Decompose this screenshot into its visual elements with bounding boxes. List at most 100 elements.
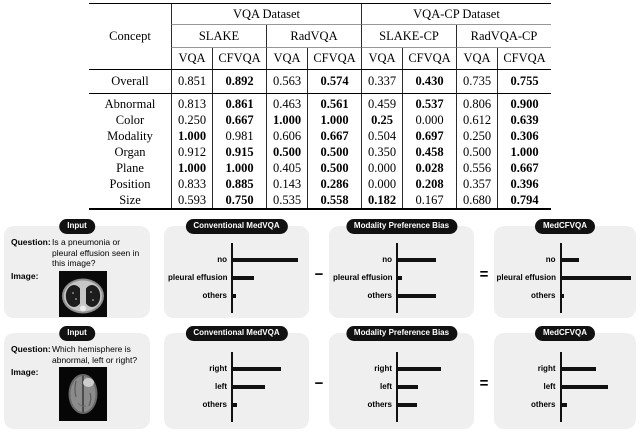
- bar: [561, 384, 609, 390]
- bar: [233, 293, 236, 299]
- group-header-vqa-dataset: VQA Dataset: [171, 4, 361, 25]
- table-cell: 0.667: [212, 112, 266, 128]
- bar: [398, 257, 437, 263]
- image-label: Image:: [11, 367, 39, 378]
- row-label: Plane: [116, 160, 144, 175]
- table-cell: 0.813: [171, 94, 212, 112]
- bar-label: others: [531, 400, 556, 409]
- table-cell: 0.337: [361, 70, 402, 94]
- table-cell: 0.667: [497, 160, 551, 176]
- question-label: Question:: [11, 237, 51, 247]
- bar-chart: no pleural effusion others: [494, 226, 636, 324]
- conventional-medvqa-badge: Conventional MedVQA: [185, 219, 288, 234]
- bar-chart: right left others: [164, 333, 309, 435]
- row-label: Overall: [89, 70, 171, 94]
- chart-axis: [231, 243, 305, 313]
- table-cell: 0.885: [212, 176, 266, 192]
- bar-chart: right left others: [494, 333, 636, 435]
- table-group-header-row: Concept VQA Dataset VQA-CP Dataset: [89, 4, 551, 70]
- table-cell: 0.535: [266, 192, 307, 208]
- chart-axis: [231, 352, 305, 422]
- input-panel-2: Input Question: Which hemisphere is abno…: [4, 326, 150, 429]
- chart-panel-medcfvqa-2: MedCFVQA right left others: [494, 326, 636, 429]
- table-cell: 0.000: [361, 176, 402, 192]
- method-header: CFVQA: [402, 48, 456, 70]
- example-row-2: Input Question: Which hemisphere is abno…: [4, 326, 636, 429]
- table-row-size: Size 0.593 0.750 0.535 0.558 0.182 0.167…: [89, 192, 551, 208]
- bar-chart: right left others: [329, 333, 474, 435]
- table-cell: 1.000: [497, 144, 551, 160]
- bar-chart: no pleural effusion others: [329, 226, 474, 324]
- method-header: CFVQA: [497, 48, 551, 70]
- table-cell: 0.350: [361, 144, 402, 160]
- bar-label: no: [217, 255, 227, 264]
- table-cell: 0.405: [266, 160, 307, 176]
- table-cell: 0.563: [266, 70, 307, 94]
- concept-column-header: Concept: [89, 4, 171, 70]
- table-row-plane: Plane 1.000 1.000 0.405 0.500 0.000 0.02…: [89, 160, 551, 176]
- minus-operator: −: [314, 265, 324, 283]
- bar: [398, 293, 437, 299]
- table-cell: 0.167: [402, 192, 456, 208]
- table-cell: 0.915: [212, 144, 266, 160]
- method-header: VQA: [266, 48, 307, 70]
- table-cell: 0.208: [402, 176, 456, 192]
- table-cell: 0.000: [402, 112, 456, 128]
- table-cell: 0.028: [402, 160, 456, 176]
- table-cell: 0.667: [307, 128, 361, 144]
- dataset-header-radvqa: RadVQA: [266, 25, 361, 48]
- table-cell: 0.500: [307, 144, 361, 160]
- bar: [233, 366, 281, 372]
- table-row-position: Position 0.833 0.885 0.143 0.286 0.000 0…: [89, 176, 551, 192]
- method-header: CFVQA: [212, 48, 266, 70]
- image-label: Image:: [11, 270, 39, 281]
- table-cell: 0.755: [497, 70, 551, 94]
- conventional-medvqa-badge: Conventional MedVQA: [185, 326, 288, 341]
- equals-operator: =: [479, 374, 489, 392]
- table-cell: 0.500: [266, 144, 307, 160]
- equals-operator: =: [479, 265, 489, 283]
- table-method-header-row: VQA CFVQA VQA CFVQA VQA CFVQA VQA CFVQA: [89, 48, 551, 70]
- table-cell: 1.000: [266, 112, 307, 128]
- table-cell: 0.639: [497, 112, 551, 128]
- table-row-overall: Overall 0.851 0.892 0.563 0.574 0.337 0.…: [89, 70, 551, 94]
- table-row-modality: Modality 1.000 0.981 0.606 0.667 0.504 0…: [89, 128, 551, 144]
- chart-axis: [396, 243, 470, 313]
- table-cell: 0.735: [456, 70, 497, 94]
- bar-label: others: [531, 291, 556, 300]
- bar: [398, 384, 419, 390]
- table-cell: 0.286: [307, 176, 361, 192]
- table-cell: 0.537: [402, 94, 456, 112]
- example-figure: Input Question: Is a pneumonia or pleura…: [0, 219, 640, 429]
- row-label: Position: [109, 176, 151, 191]
- table-cell: 0.606: [266, 128, 307, 144]
- bar-label: left: [215, 382, 227, 391]
- bar: [398, 366, 442, 372]
- bar: [233, 257, 298, 263]
- input-panel-1: Input Question: Is a pneumonia or pleura…: [4, 219, 150, 318]
- table-cell: 0.697: [402, 128, 456, 144]
- bar-label: left: [543, 382, 556, 391]
- paper-figure: Concept VQA Dataset VQA-CP Dataset SLAKE…: [0, 3, 640, 429]
- table-row-color: Color 0.250 0.667 1.000 1.000 0.25 0.000…: [89, 112, 551, 128]
- medcfvqa-badge: MedCFVQA: [535, 326, 595, 341]
- bar-label: right: [537, 364, 556, 373]
- method-header: VQA: [456, 48, 497, 70]
- bar-label: left: [380, 382, 392, 391]
- table-cell: 0.612: [456, 112, 497, 128]
- bar: [398, 275, 403, 281]
- bar: [561, 402, 568, 408]
- table-row-abnormal: Abnormal 0.813 0.861 0.463 0.561 0.459 0…: [89, 94, 551, 112]
- question-text: Is a pneumonia or pleural effusion seen …: [52, 237, 140, 269]
- table-cell: 0.182: [361, 192, 402, 208]
- example-row-1: Input Question: Is a pneumonia or pleura…: [4, 219, 636, 318]
- table-cell: 0.306: [497, 128, 551, 144]
- table-cell: 0.750: [212, 192, 266, 208]
- brain-mri-image: [59, 367, 107, 422]
- method-header: VQA: [171, 48, 212, 70]
- row-label: Size: [119, 192, 141, 207]
- bar-label: pleural effusion: [333, 273, 393, 282]
- table-cell: 0.000: [361, 160, 402, 176]
- table-cell: 0.900: [497, 94, 551, 112]
- modality-preference-bias-badge: Modality Preference Bias: [345, 326, 458, 341]
